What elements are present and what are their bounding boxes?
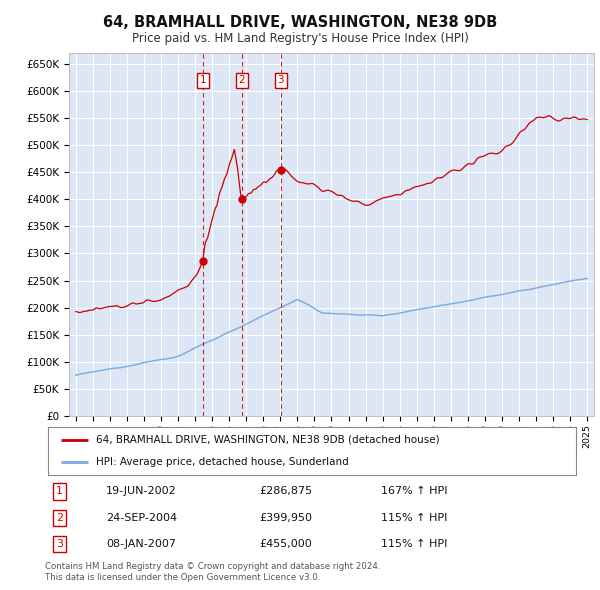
Text: 3: 3 (278, 75, 284, 85)
Text: £455,000: £455,000 (259, 539, 312, 549)
Text: £286,875: £286,875 (259, 486, 313, 496)
Text: 2: 2 (56, 513, 63, 523)
Text: 115% ↑ HPI: 115% ↑ HPI (380, 513, 447, 523)
Text: 115% ↑ HPI: 115% ↑ HPI (380, 539, 447, 549)
Text: HPI: Average price, detached house, Sunderland: HPI: Average price, detached house, Sund… (95, 457, 348, 467)
Text: 64, BRAMHALL DRIVE, WASHINGTON, NE38 9DB (detached house): 64, BRAMHALL DRIVE, WASHINGTON, NE38 9DB… (95, 435, 439, 445)
Text: 1: 1 (56, 486, 63, 496)
Text: £399,950: £399,950 (259, 513, 312, 523)
Text: 64, BRAMHALL DRIVE, WASHINGTON, NE38 9DB: 64, BRAMHALL DRIVE, WASHINGTON, NE38 9DB (103, 15, 497, 30)
Text: This data is licensed under the Open Government Licence v3.0.: This data is licensed under the Open Gov… (45, 573, 320, 582)
Text: 167% ↑ HPI: 167% ↑ HPI (380, 486, 447, 496)
Text: 08-JAN-2007: 08-JAN-2007 (106, 539, 176, 549)
Text: Contains HM Land Registry data © Crown copyright and database right 2024.: Contains HM Land Registry data © Crown c… (45, 562, 380, 571)
Text: 1: 1 (200, 75, 206, 85)
Text: 3: 3 (56, 539, 63, 549)
Text: 19-JUN-2002: 19-JUN-2002 (106, 486, 177, 496)
Text: 24-SEP-2004: 24-SEP-2004 (106, 513, 177, 523)
Text: Price paid vs. HM Land Registry's House Price Index (HPI): Price paid vs. HM Land Registry's House … (131, 32, 469, 45)
Text: 2: 2 (238, 75, 245, 85)
